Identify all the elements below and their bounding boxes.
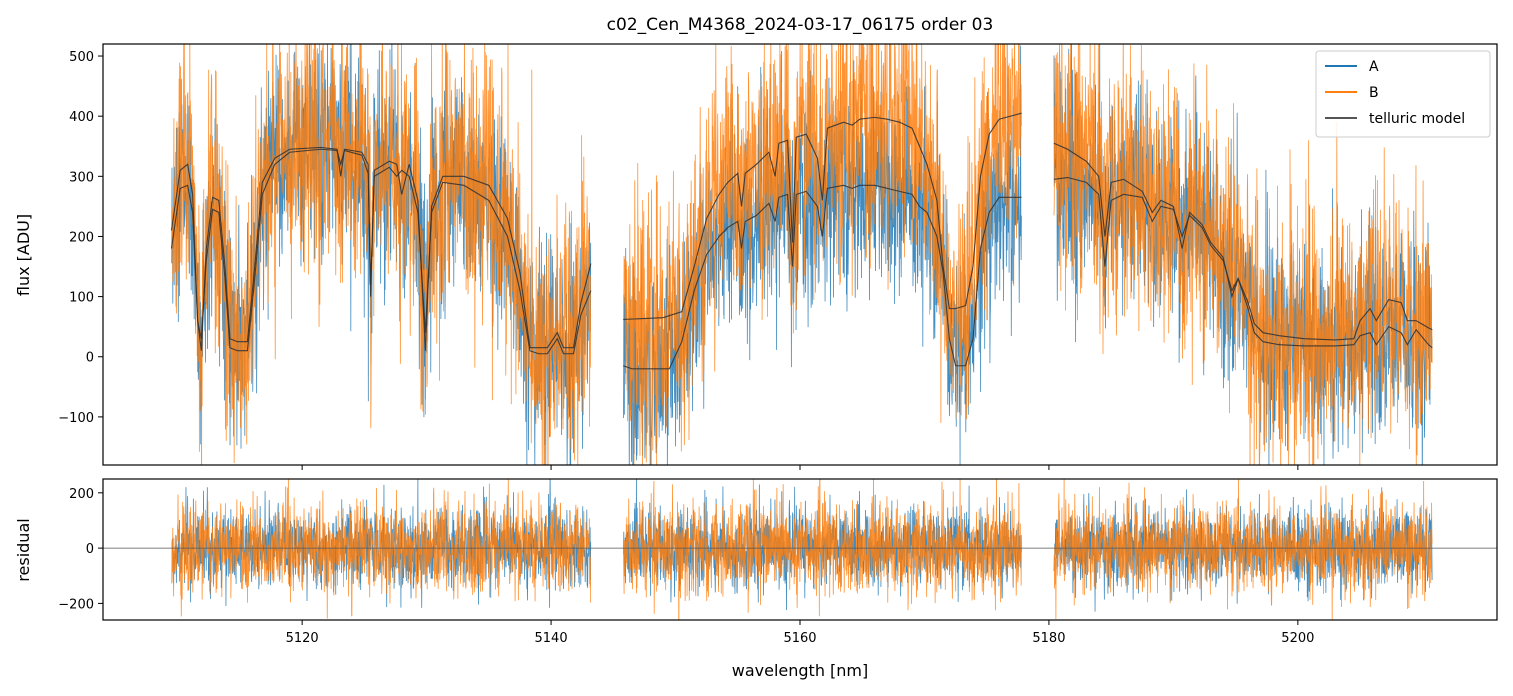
- bottom-panel-axis: −200 0 200: [58, 487, 103, 612]
- telluric-model-b-seg3: [1053, 142, 1433, 341]
- xtick-label: 5120: [286, 631, 319, 646]
- top-ytick-label: 500: [69, 50, 94, 65]
- top-ytick-label: −100: [58, 411, 94, 426]
- legend-label-b: B: [1369, 85, 1379, 101]
- x-axis: 5120 5140 5160 5180 5200: [286, 465, 1314, 646]
- top-ytick-label: 400: [69, 110, 94, 125]
- top-ytick-label: 0: [86, 351, 94, 366]
- bottom-ytick-label: 0: [86, 542, 94, 557]
- telluric-model-b-seg2: [623, 112, 1022, 320]
- series-b-flux: [171, 44, 1433, 465]
- top-panel-data: [170, 44, 1433, 465]
- xlabel: wavelength [nm]: [732, 661, 869, 680]
- chart-title: c02_Cen_M4368_2024-03-17_06175 order 03: [607, 15, 994, 35]
- top-panel-axis: −100 0 100 200 300 400 500: [58, 50, 103, 426]
- telluric-model-a-seg3: [1053, 176, 1433, 349]
- legend-label-model: telluric model: [1369, 111, 1465, 127]
- legend-box: [1315, 50, 1491, 138]
- bottom-ylabel: residual: [14, 518, 33, 581]
- telluric-model-a-seg2: [623, 184, 1022, 370]
- xtick-label: 5200: [1281, 631, 1314, 646]
- bottom-ytick-label: −200: [58, 597, 94, 612]
- xtick-label: 5180: [1032, 631, 1065, 646]
- bottom-panel-data: [103, 479, 1497, 620]
- legend-label-a: A: [1369, 59, 1379, 75]
- top-ytick-label: 300: [69, 170, 94, 185]
- legend: A B telluric model: [1315, 50, 1491, 138]
- series-b-residual: [171, 479, 1433, 620]
- top-ytick-label: 200: [69, 230, 94, 245]
- xtick-label: 5160: [783, 631, 816, 646]
- bottom-ytick-label: 200: [69, 487, 94, 502]
- telluric-model-b-seg1: [170, 146, 592, 351]
- xtick-label: 5140: [535, 631, 568, 646]
- top-ytick-label: 100: [69, 291, 94, 306]
- top-ylabel: flux [ADU]: [14, 214, 33, 296]
